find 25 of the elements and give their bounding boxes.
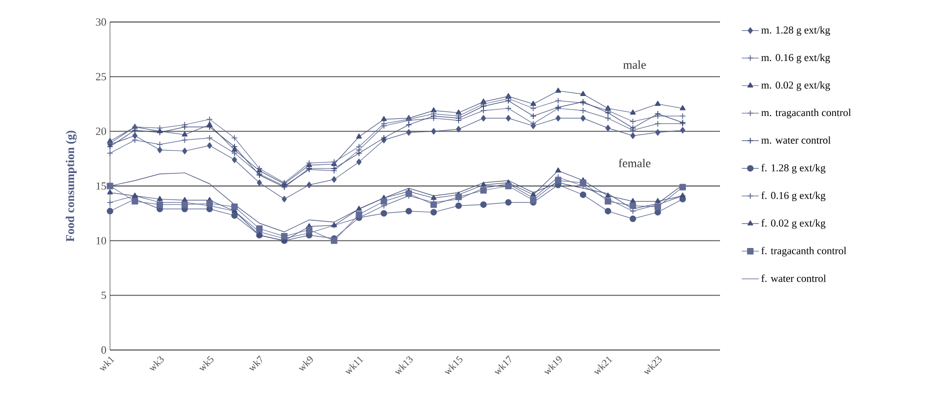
legend-label: m. 1.28 g ext/kg (761, 26, 830, 36)
y-tick-label: 30 (96, 18, 106, 26)
legend-label: f. 0.16 g ext/kg (761, 192, 826, 202)
y-tick-label: 25 (96, 72, 106, 80)
annotation: male (623, 60, 646, 69)
legend-label: f. tragacanth control (761, 246, 846, 256)
legend-label: m. 0.16 g ext/kg (761, 54, 830, 64)
y-tick-label: 5 (102, 292, 106, 299)
legend-label: f. 1.28 g ext/kg (761, 164, 826, 174)
x-tick-label: wk7 (248, 355, 262, 371)
legend-label: m. water control (761, 136, 831, 144)
legend-label: f. water control (761, 274, 826, 282)
y-tick-label: 10 (96, 236, 106, 244)
y-axis-title: Food consumption (g) (66, 130, 77, 242)
legend-label: f. 0.02 g ext/kg (761, 219, 826, 229)
x-tick-label: wk3 (149, 356, 164, 371)
x-tick-label: wk5 (199, 356, 214, 371)
x-tick-label: wk1 (100, 356, 114, 371)
x-tick-label: wk9 (298, 356, 313, 371)
legend-label: m. tragacanth control (761, 108, 851, 118)
annotation: female (618, 158, 650, 168)
y-tick-label: 15 (96, 182, 106, 190)
legend-label: m. 0.02 g ext/kg (761, 81, 830, 91)
y-tick-label: 0 (101, 346, 106, 354)
y-tick-label: 20 (96, 128, 106, 136)
